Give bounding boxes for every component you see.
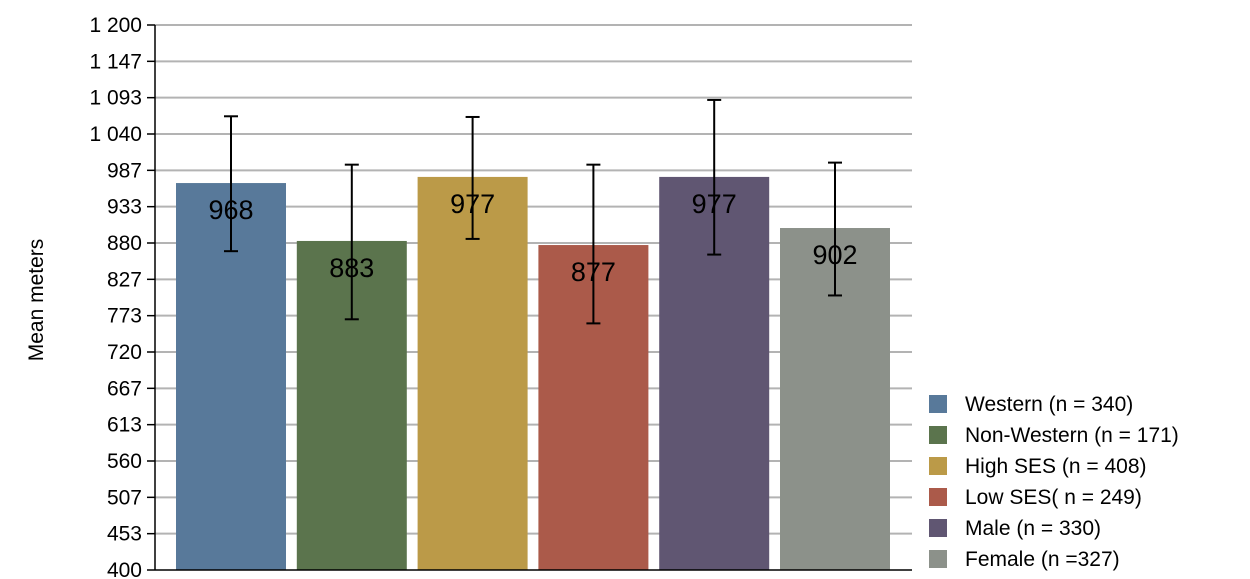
legend-label: Male (n = 330) xyxy=(965,517,1101,540)
error-bars xyxy=(224,98,842,325)
bar-value-label: 977 xyxy=(692,189,737,219)
legend-swatch xyxy=(929,426,947,444)
y-tick-label: 613 xyxy=(107,414,142,437)
legend-swatch xyxy=(929,457,947,475)
y-tick-label: 560 xyxy=(107,450,142,473)
y-tick-label: 773 xyxy=(107,305,142,328)
y-tick-label: 880 xyxy=(107,232,142,255)
legend-swatch xyxy=(929,550,947,568)
y-tick-label: 827 xyxy=(107,268,142,291)
bar xyxy=(417,176,528,570)
y-tick-label: 1 200 xyxy=(89,14,142,37)
y-tick-label: 720 xyxy=(107,341,142,364)
y-tick-label: 507 xyxy=(107,486,142,509)
legend: Western (n = 340) Non-Western (n = 171) Hi… xyxy=(929,393,1179,571)
legend-swatch xyxy=(929,395,947,413)
y-axis-title: Mean meters xyxy=(25,239,48,362)
y-tick-label: 400 xyxy=(107,559,142,579)
bar-value-labels: 968 883 977 877 977 902 xyxy=(208,189,857,287)
legend-label: Low SES( n = 249) xyxy=(965,486,1142,509)
legend-label: Non-Western (n = 171) xyxy=(965,424,1179,447)
y-tick-label: 453 xyxy=(107,523,142,546)
y-tick-label: 987 xyxy=(107,159,142,182)
y-tick-label: 1 093 xyxy=(89,87,142,110)
bar-value-label: 977 xyxy=(450,189,495,219)
legend-label: High SES (n = 408) xyxy=(965,455,1147,478)
y-tick-label: 933 xyxy=(107,196,142,219)
y-tick-label: 1 147 xyxy=(89,50,142,73)
y-tick-label: 1 040 xyxy=(89,123,142,146)
bars xyxy=(176,176,890,571)
legend-swatch xyxy=(929,488,947,506)
bar-value-label: 902 xyxy=(812,240,857,270)
y-tick-labels: 1 200 1 147 1 093 1 040 987 933 880 827 773 720 66… xyxy=(89,14,142,579)
legend-label: Female (n =327) xyxy=(965,548,1120,571)
bar-value-label: 968 xyxy=(208,195,253,225)
y-tick-label: 667 xyxy=(107,377,142,400)
bar-value-label: 877 xyxy=(571,257,616,287)
bar-value-label: 883 xyxy=(329,253,374,283)
legend-swatch xyxy=(929,519,947,537)
legend-label: Western (n = 340) xyxy=(965,393,1133,416)
axes xyxy=(154,25,912,571)
